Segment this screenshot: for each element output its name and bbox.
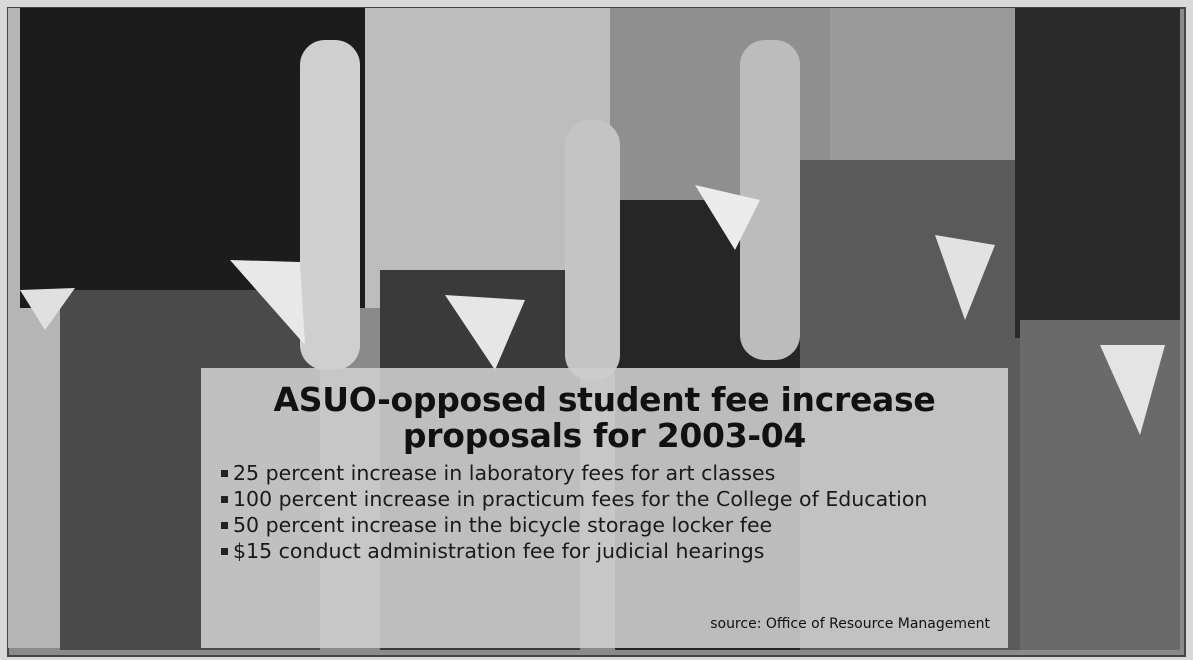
bullet-list: 25 percent increase in laboratory fees f… — [219, 460, 990, 564]
heading-line: proposals for 2003-04 — [219, 418, 990, 454]
bullet: 50 percent increase in the bicycle stora… — [219, 512, 990, 538]
page: {"heading": ["ASUO-opposed student fee i… — [0, 0, 1193, 660]
bullet: $15 conduct administration fee for judic… — [219, 538, 990, 564]
heading-line: ASUO-opposed student fee increase — [219, 382, 990, 418]
bullet: 25 percent increase in laboratory fees f… — [219, 460, 990, 486]
bullet: 100 percent increase in practicum fees f… — [219, 486, 990, 512]
caption-box: ASUO-opposed student fee increase propos… — [201, 368, 1008, 648]
source: source: Office of Resource Management — [710, 616, 990, 632]
